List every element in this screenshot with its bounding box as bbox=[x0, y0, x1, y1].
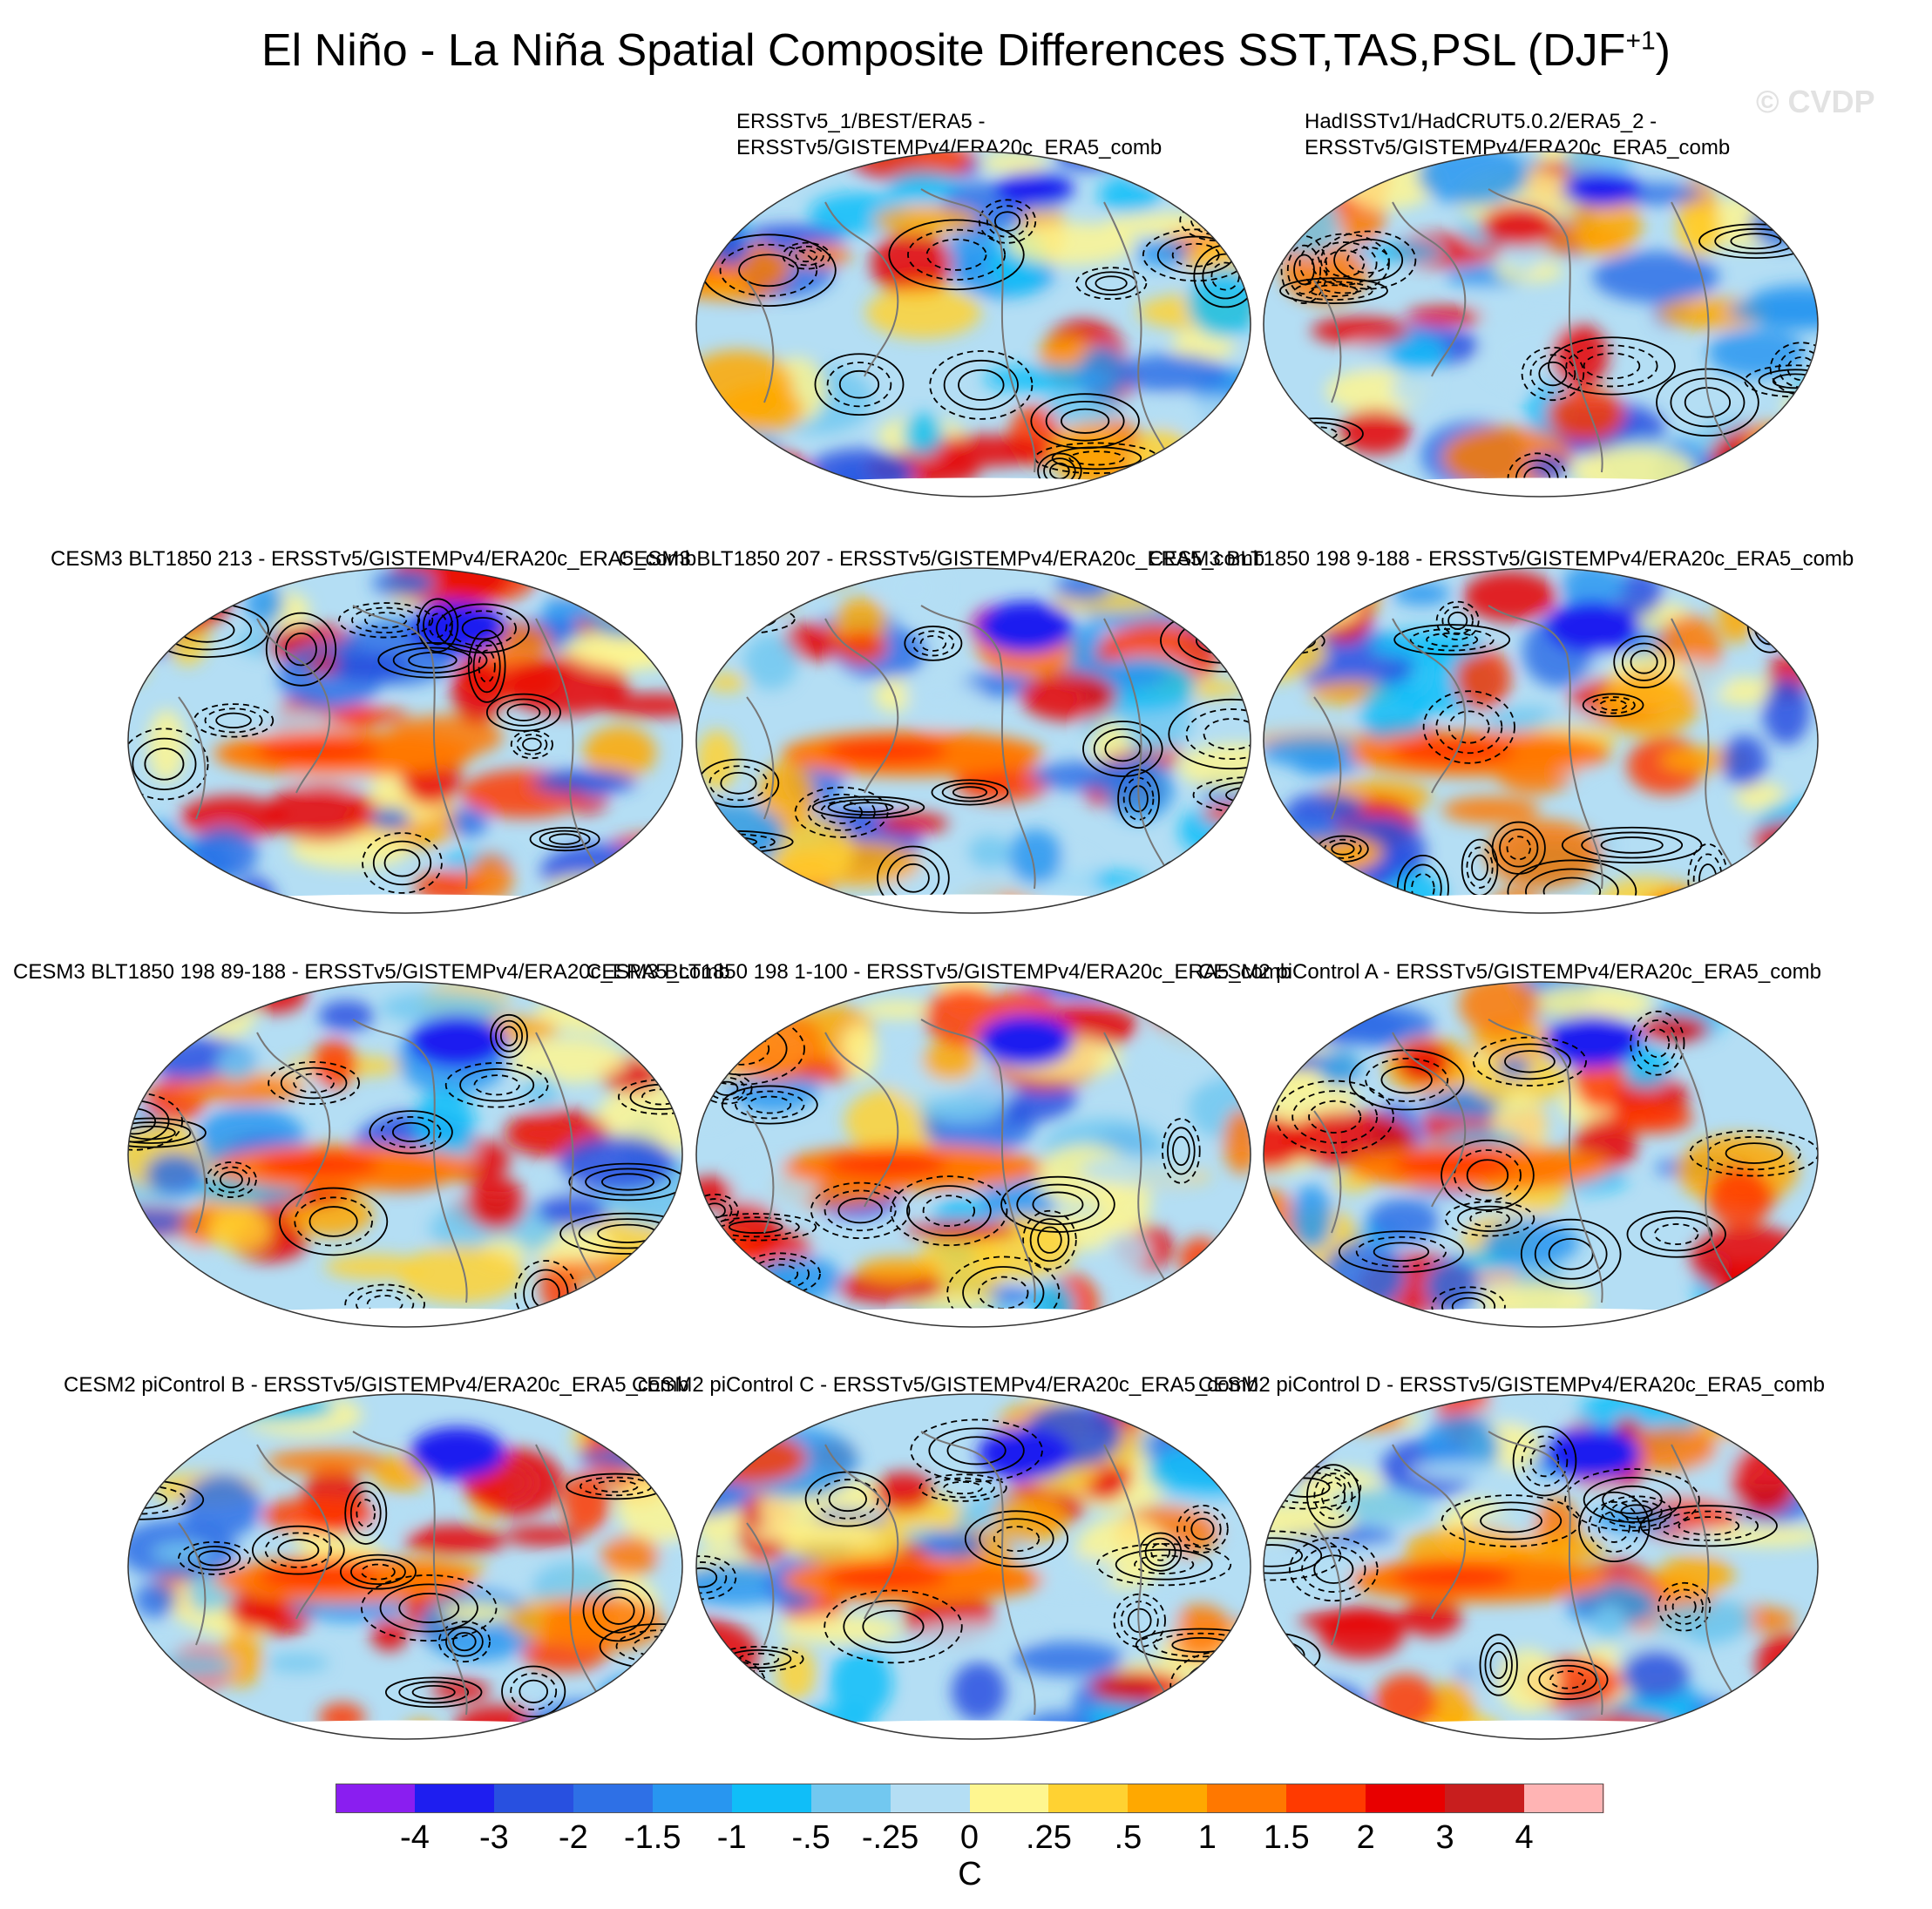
panel-title-6: CESM3 BLT1850 198 89-188 - ERSSTv5/GISTE… bbox=[13, 960, 730, 984]
map-svg bbox=[127, 981, 683, 1328]
panel-title-5: CESM3 BLT1850 198 9-188 - ERSSTv5/GISTEM… bbox=[1149, 547, 1854, 571]
colorbar-swatch bbox=[652, 1784, 733, 1813]
map-panel bbox=[1262, 980, 1820, 1329]
colorbar-tick-label: 1.5 bbox=[1263, 1819, 1310, 1856]
colorbar-tick-label: .5 bbox=[1114, 1819, 1142, 1856]
colorbar-swatch bbox=[493, 1784, 574, 1813]
colorbar-swatch bbox=[1207, 1784, 1287, 1813]
map-svg bbox=[127, 1393, 683, 1740]
map-panel bbox=[695, 1392, 1252, 1741]
colorbar-swatch bbox=[1366, 1784, 1446, 1813]
colorbar-tick-label: -3 bbox=[478, 1819, 509, 1856]
panel-title-9: CESM2 piControl B - ERSSTv5/GISTEMPv4/ER… bbox=[64, 1373, 689, 1397]
colorbar-swatch bbox=[969, 1784, 1049, 1813]
colorbar-tick-label: -4 bbox=[400, 1819, 430, 1856]
colorbar-tick-label: -2 bbox=[558, 1819, 588, 1856]
panel-title-2-line1: HadISSTv1/HadCRUT5.0.2/ERA5_2 - bbox=[1305, 110, 1657, 133]
figure-title: El Niño - La Niña Spatial Composite Diff… bbox=[261, 25, 1671, 76]
colorbar-tick-label: -1.5 bbox=[624, 1819, 681, 1856]
map-panel bbox=[126, 980, 684, 1329]
panel-title-4: CESM3 BLT1850 207 - ERSSTv5/GISTEMPv4/ER… bbox=[619, 547, 1265, 571]
map-svg bbox=[695, 981, 1251, 1328]
colorbar-tick-label: -.5 bbox=[791, 1819, 830, 1856]
colorbar-swatch bbox=[1445, 1784, 1525, 1813]
map-svg bbox=[1263, 1393, 1819, 1740]
map-panel bbox=[695, 566, 1252, 915]
map-panel bbox=[1262, 150, 1820, 498]
colorbar-tick-label: .25 bbox=[1026, 1819, 1072, 1856]
panel-title-11: CESM2 piControl D - ERSSTv5/GISTEMPv4/ER… bbox=[1198, 1373, 1825, 1397]
colorbar bbox=[336, 1784, 1604, 1813]
map-panel bbox=[1262, 566, 1820, 915]
map-svg bbox=[695, 567, 1251, 914]
panel-title-1: ERSSTv5_1/BEST/ERA5 - ERSSTv5/GISTEMPv4/… bbox=[736, 109, 1162, 161]
map-panel bbox=[695, 150, 1252, 498]
map-panel bbox=[126, 1392, 684, 1741]
colorbar-swatch bbox=[731, 1784, 812, 1813]
colorbar-tick-label: 4 bbox=[1515, 1819, 1534, 1856]
map-svg bbox=[127, 567, 683, 914]
colorbar-tick-label: 0 bbox=[959, 1819, 980, 1856]
colorbar-swatch bbox=[573, 1784, 654, 1813]
map-svg bbox=[1263, 151, 1819, 498]
colorbar-tick-label: -1 bbox=[716, 1819, 747, 1856]
colorbar-swatch bbox=[336, 1784, 416, 1813]
map-svg bbox=[1263, 567, 1819, 914]
panel-title-10: CESM2 piControl C - ERSSTv5/GISTEMPv4/ER… bbox=[632, 1373, 1258, 1397]
panel-title-2: HadISSTv1/HadCRUT5.0.2/ERA5_2 - ERSSTv5/… bbox=[1305, 109, 1730, 161]
colorbar-tick-label: 3 bbox=[1435, 1819, 1454, 1856]
colorbar-swatch bbox=[1048, 1784, 1129, 1813]
panel-title-1-line1: ERSSTv5_1/BEST/ERA5 - bbox=[736, 110, 986, 133]
colorbar-tick-label: 1 bbox=[1197, 1819, 1217, 1856]
colorbar-swatch bbox=[890, 1784, 970, 1813]
colorbar-tick-label: -.25 bbox=[861, 1819, 919, 1856]
colorbar-units: C bbox=[958, 1856, 982, 1892]
panel-title-7: CESM3 BLT1850 198 1-100 - ERSSTv5/GISTEM… bbox=[586, 960, 1292, 984]
map-svg bbox=[695, 1393, 1251, 1740]
colorbar-tick-label: 2 bbox=[1356, 1819, 1375, 1856]
colorbar-swatch bbox=[1128, 1784, 1208, 1813]
watermark: © CVDP bbox=[1756, 84, 1875, 119]
panel-title-8: CESM2 piControl A - ERSSTv5/GISTEMPv4/ER… bbox=[1198, 960, 1821, 984]
map-svg bbox=[1263, 981, 1819, 1328]
map-panel bbox=[695, 980, 1252, 1329]
colorbar-swatch bbox=[1286, 1784, 1366, 1813]
map-panel bbox=[126, 566, 684, 915]
map-panel bbox=[1262, 1392, 1820, 1741]
colorbar-swatch bbox=[414, 1784, 495, 1813]
map-svg bbox=[695, 151, 1251, 498]
colorbar-swatch bbox=[1524, 1784, 1604, 1813]
panel-title-3: CESM3 BLT1850 213 - ERSSTv5/GISTEMPv4/ER… bbox=[51, 547, 697, 571]
colorbar-swatch bbox=[810, 1784, 891, 1813]
